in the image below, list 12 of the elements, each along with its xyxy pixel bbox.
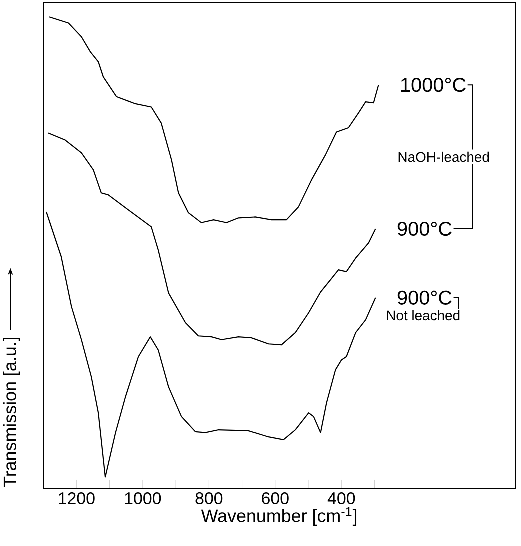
annotation: NaOH-leached	[399, 152, 490, 162]
y-axis-title: Transmission [a.u.]	[4, 338, 20, 488]
annotation: Not leached	[387, 310, 460, 321]
x-tick-label: 1200	[59, 492, 96, 505]
series-label: 1000°C	[402, 78, 466, 92]
legend-label: 900°C	[398, 290, 452, 305]
x-tick-label: 600	[262, 492, 290, 505]
x-tick-label: 1000	[126, 492, 162, 505]
x-tick-label: 400	[328, 492, 356, 505]
x-tick-label: 800	[196, 492, 223, 505]
x-axis-title: Wavenumber [cm$^{-1}$]	[202, 507, 357, 526]
series-label: 900°C	[398, 222, 452, 236]
